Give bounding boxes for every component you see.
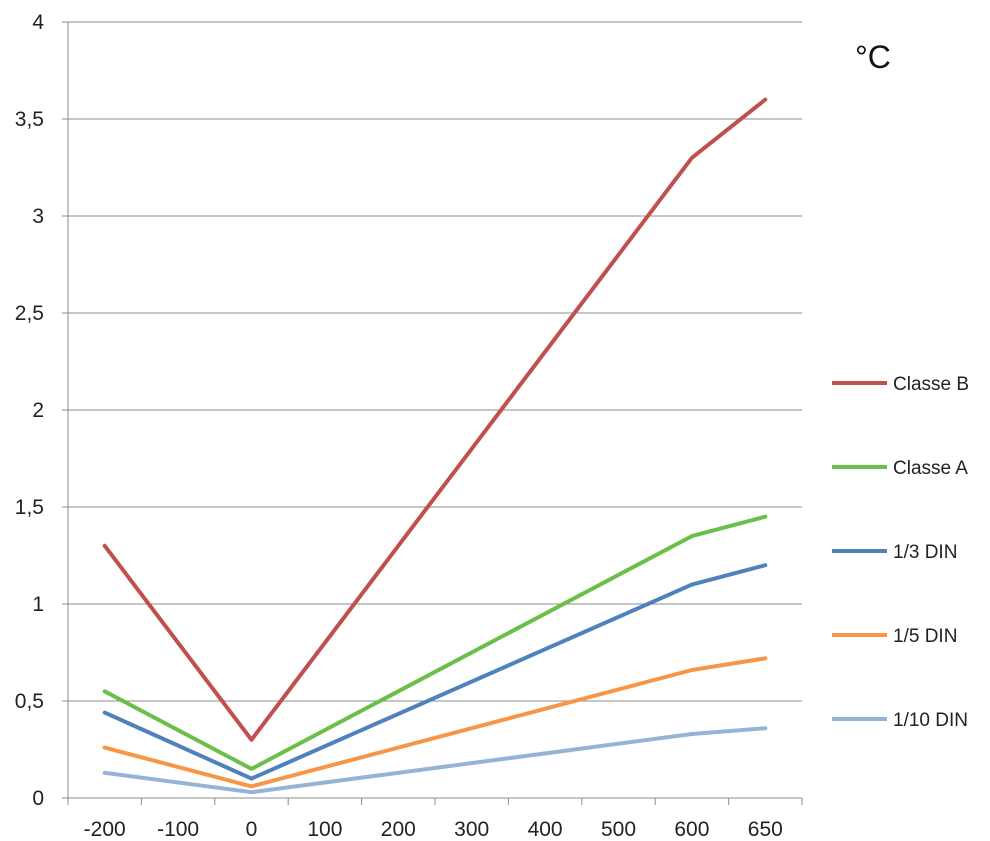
legend-label-1-10-din: 1/10 DIN <box>893 710 968 731</box>
y-tick-label: 1 <box>32 593 44 616</box>
legend: Classe B Classe A 1/3 DIN 1/5 DIN 1/10 DIN <box>832 374 969 731</box>
series-lines <box>102 97 768 795</box>
y-tick-label: 0,5 <box>15 690 44 713</box>
legend-label-1-3-din: 1/3 DIN <box>893 542 957 563</box>
legend-label-classe-b: Classe B <box>893 374 969 395</box>
axes <box>62 21 803 805</box>
x-tick-label: -200 <box>84 818 126 841</box>
series-line-1-5-din <box>102 656 768 789</box>
y-tick-label: 2,5 <box>15 302 44 325</box>
legend-label-1-5-din: 1/5 DIN <box>893 626 957 647</box>
unit-label: °C <box>855 39 891 75</box>
x-tick-label: 500 <box>601 818 636 841</box>
x-axis-tick-labels: -200 -100 0 100 200 300 400 500 600 650 <box>84 818 783 841</box>
y-tick-label: 3,5 <box>15 108 44 131</box>
series-line-1-3-din <box>102 563 768 781</box>
y-tick-label: 0 <box>32 787 44 810</box>
y-axis-tick-labels: 0 0,5 1 1,5 2 2,5 3 3,5 4 <box>15 11 45 810</box>
x-tick-label: 300 <box>454 818 489 841</box>
y-tick-label: 2 <box>32 399 44 422</box>
grid-lines <box>68 21 802 702</box>
series-line-classe-a <box>102 514 768 771</box>
y-tick-label: 3 <box>32 205 44 228</box>
y-tick-label: 4 <box>32 11 44 34</box>
x-tick-label: 0 <box>246 818 258 841</box>
series-line-classe-b <box>102 97 768 742</box>
x-tick-label: -100 <box>157 818 199 841</box>
legend-label-classe-a: Classe A <box>893 458 968 479</box>
x-tick-label: 650 <box>748 818 783 841</box>
x-tick-label: 100 <box>307 818 342 841</box>
x-tick-label: 200 <box>381 818 416 841</box>
series-line-1-10-din <box>102 726 768 795</box>
x-tick-label: 600 <box>674 818 709 841</box>
x-tick-label: 400 <box>528 818 563 841</box>
y-tick-label: 1,5 <box>15 496 44 519</box>
